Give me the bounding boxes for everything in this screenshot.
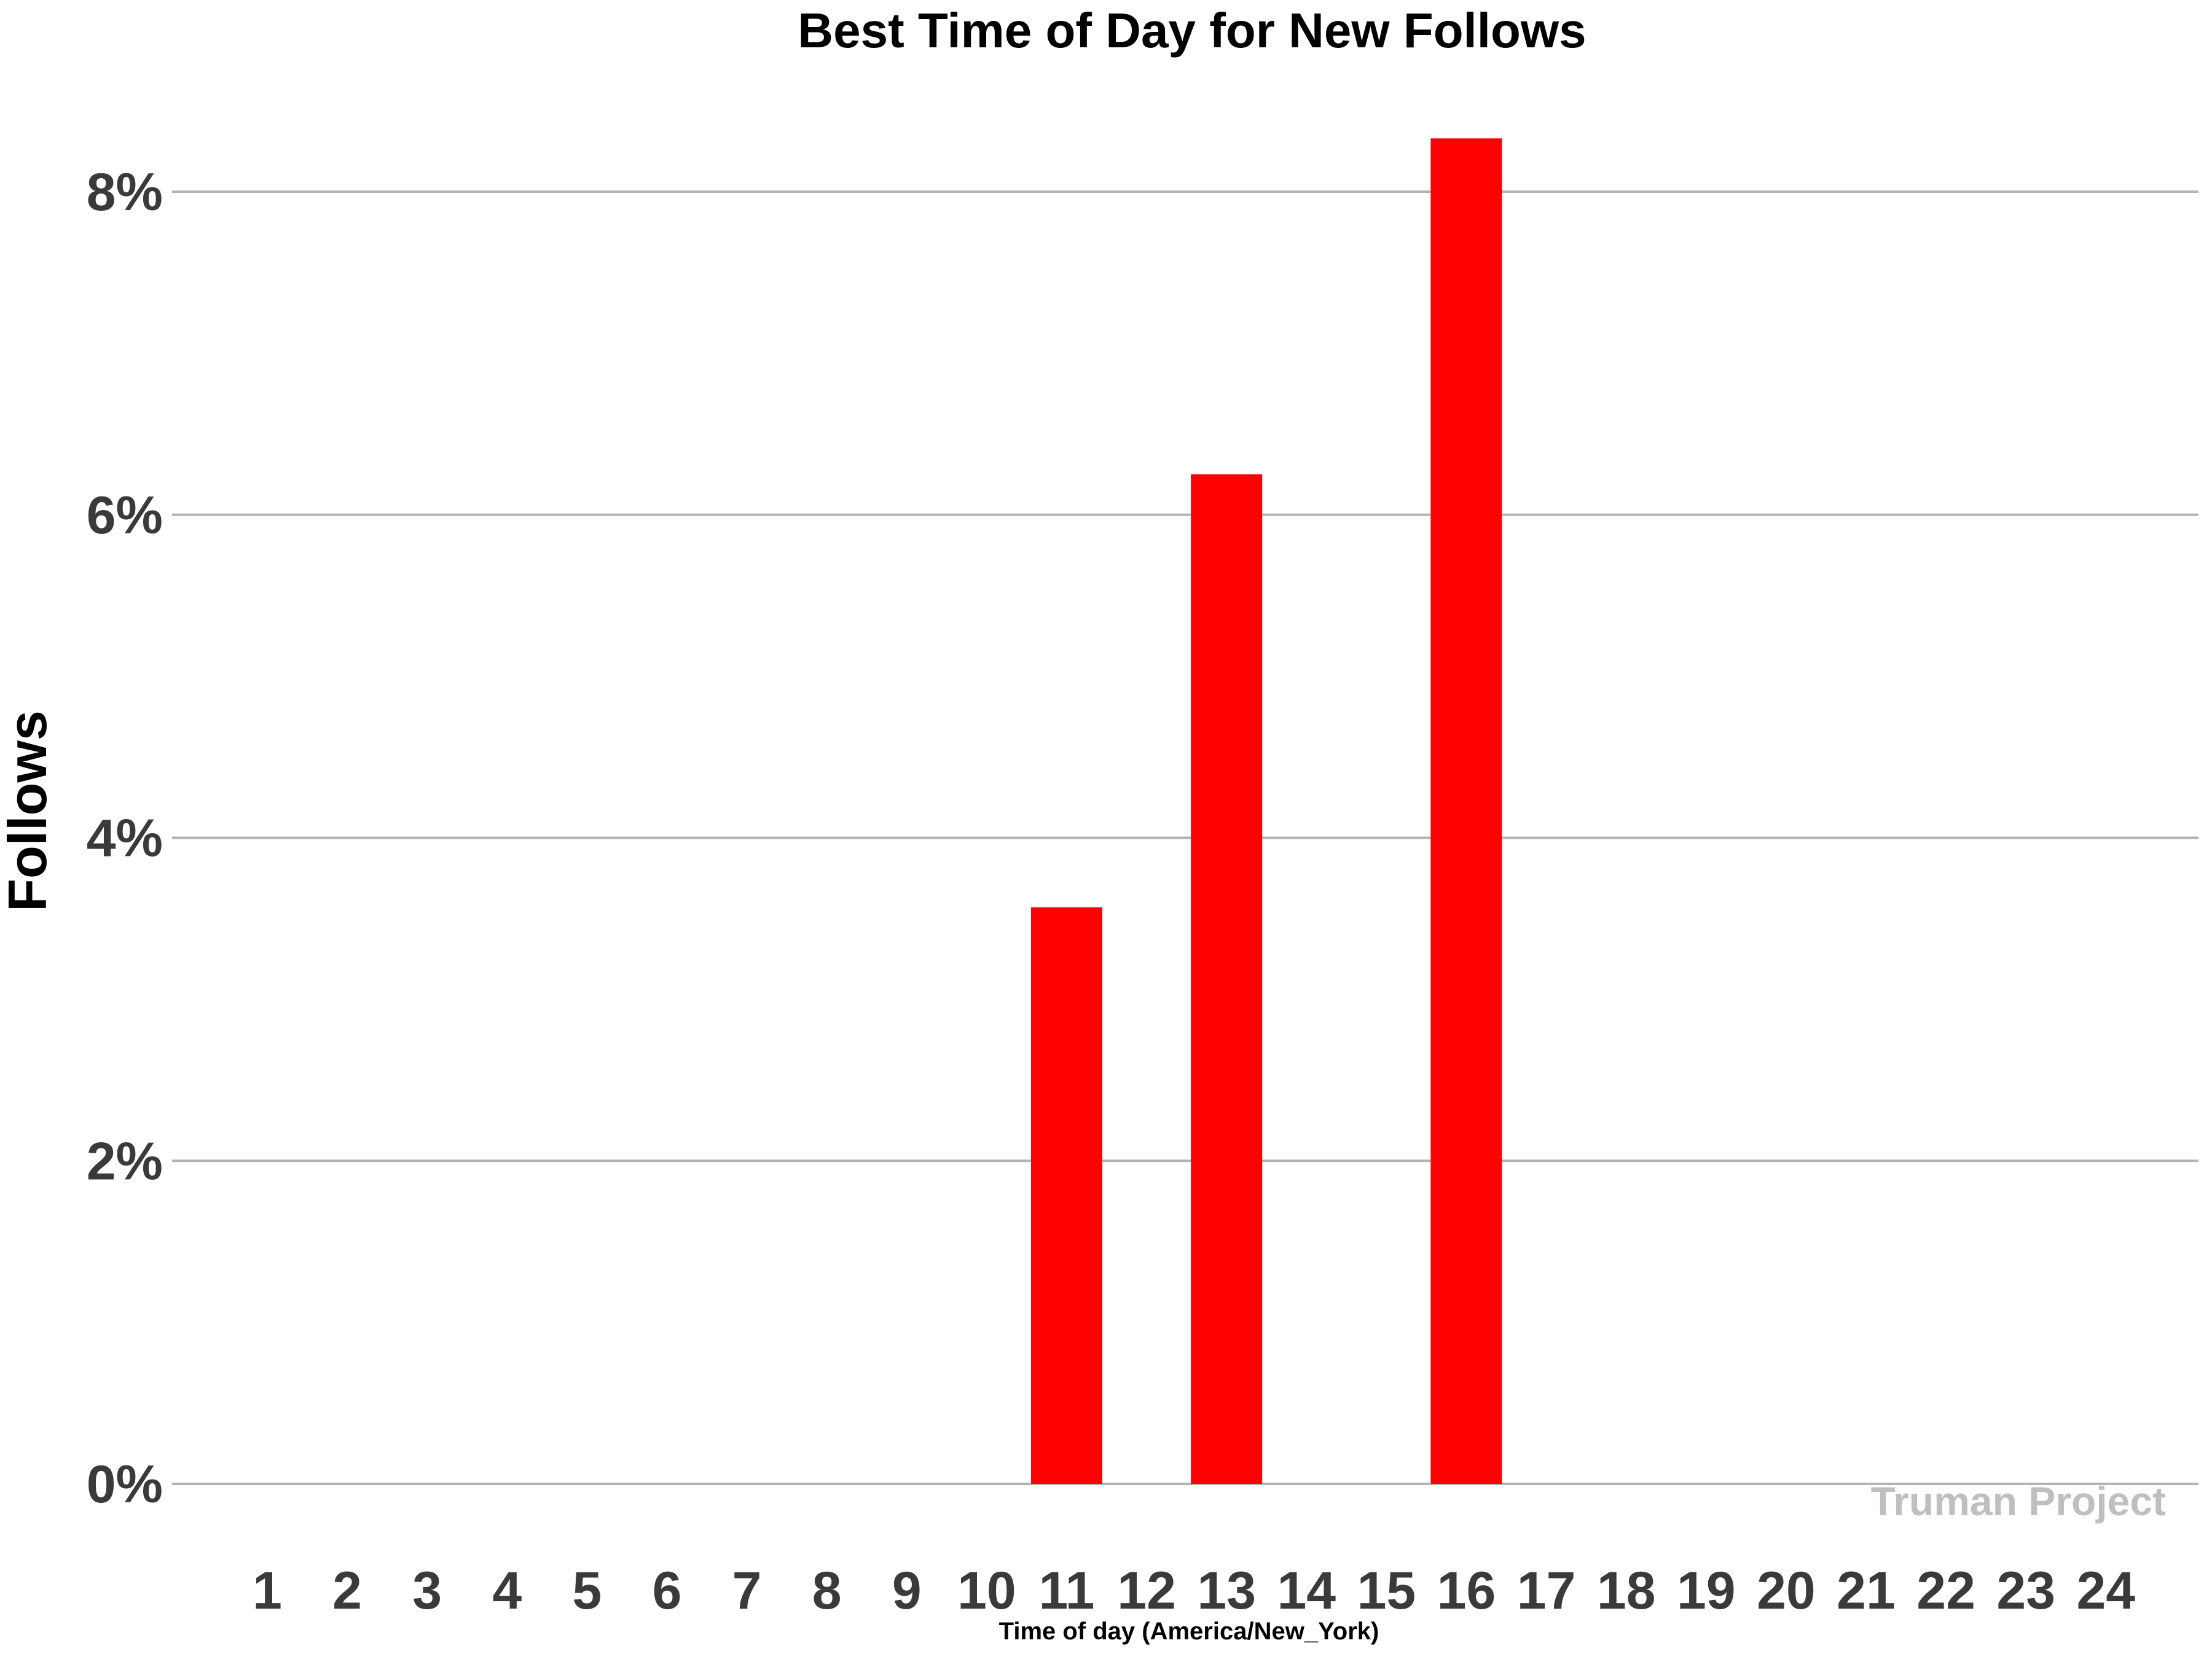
- x-tick-label: 23: [1996, 1561, 2055, 1620]
- x-tick-label: 1: [253, 1561, 282, 1620]
- y-axis-ticks: 0% 2% 4% 6% 8%: [87, 163, 163, 1514]
- x-tick-label: 8: [812, 1561, 842, 1620]
- x-tick-label: 12: [1117, 1561, 1176, 1620]
- x-tick-label: 9: [892, 1561, 922, 1620]
- x-tick-label: 19: [1677, 1561, 1736, 1620]
- x-tick-label: 16: [1437, 1561, 1496, 1620]
- x-tick-label: 18: [1597, 1561, 1656, 1620]
- y-tick-label: 0%: [87, 1455, 163, 1514]
- x-tick-label: 5: [572, 1561, 602, 1620]
- y-tick-label: 8%: [87, 163, 163, 222]
- bars: [1031, 138, 1502, 1484]
- x-tick-label: 24: [2076, 1561, 2135, 1620]
- y-tick-label: 6%: [87, 486, 163, 545]
- x-tick-label: 3: [412, 1561, 442, 1620]
- x-tick-label: 2: [332, 1561, 362, 1620]
- x-tick-label: 21: [1837, 1561, 1896, 1620]
- x-axis-label: Time of day (America/New_York): [999, 1618, 1379, 1645]
- x-tick-label: 7: [732, 1561, 762, 1620]
- x-tick-label: 6: [653, 1561, 682, 1620]
- x-tick-label: 22: [1916, 1561, 1975, 1620]
- bar-hour-13: [1191, 474, 1263, 1484]
- x-tick-label: 10: [957, 1561, 1016, 1620]
- chart-title: Best Time of Day for New Follows: [798, 3, 1586, 58]
- gridlines: [172, 190, 2198, 1485]
- y-tick-label: 4%: [87, 809, 163, 868]
- x-tick-label: 15: [1357, 1561, 1416, 1620]
- bar-hour-16: [1430, 138, 1502, 1484]
- y-tick-label: 2%: [87, 1132, 163, 1191]
- x-tick-label: 13: [1197, 1561, 1256, 1620]
- bar-hour-11: [1031, 907, 1102, 1484]
- x-tick-label: 4: [492, 1561, 522, 1620]
- x-tick-label: 17: [1517, 1561, 1576, 1620]
- y-axis-label: Follows: [0, 710, 58, 912]
- x-tick-label: 20: [1757, 1561, 1816, 1620]
- watermark: Truman Project: [1871, 1478, 2166, 1524]
- x-tick-label: 11: [1039, 1561, 1095, 1620]
- x-tick-label: 14: [1277, 1561, 1336, 1620]
- x-axis-ticks: 1 2 3 4 5 6 7 8 9 10 11 12 13 14 15 16 17 18 19 20 21 22 23 24: [253, 1561, 2135, 1620]
